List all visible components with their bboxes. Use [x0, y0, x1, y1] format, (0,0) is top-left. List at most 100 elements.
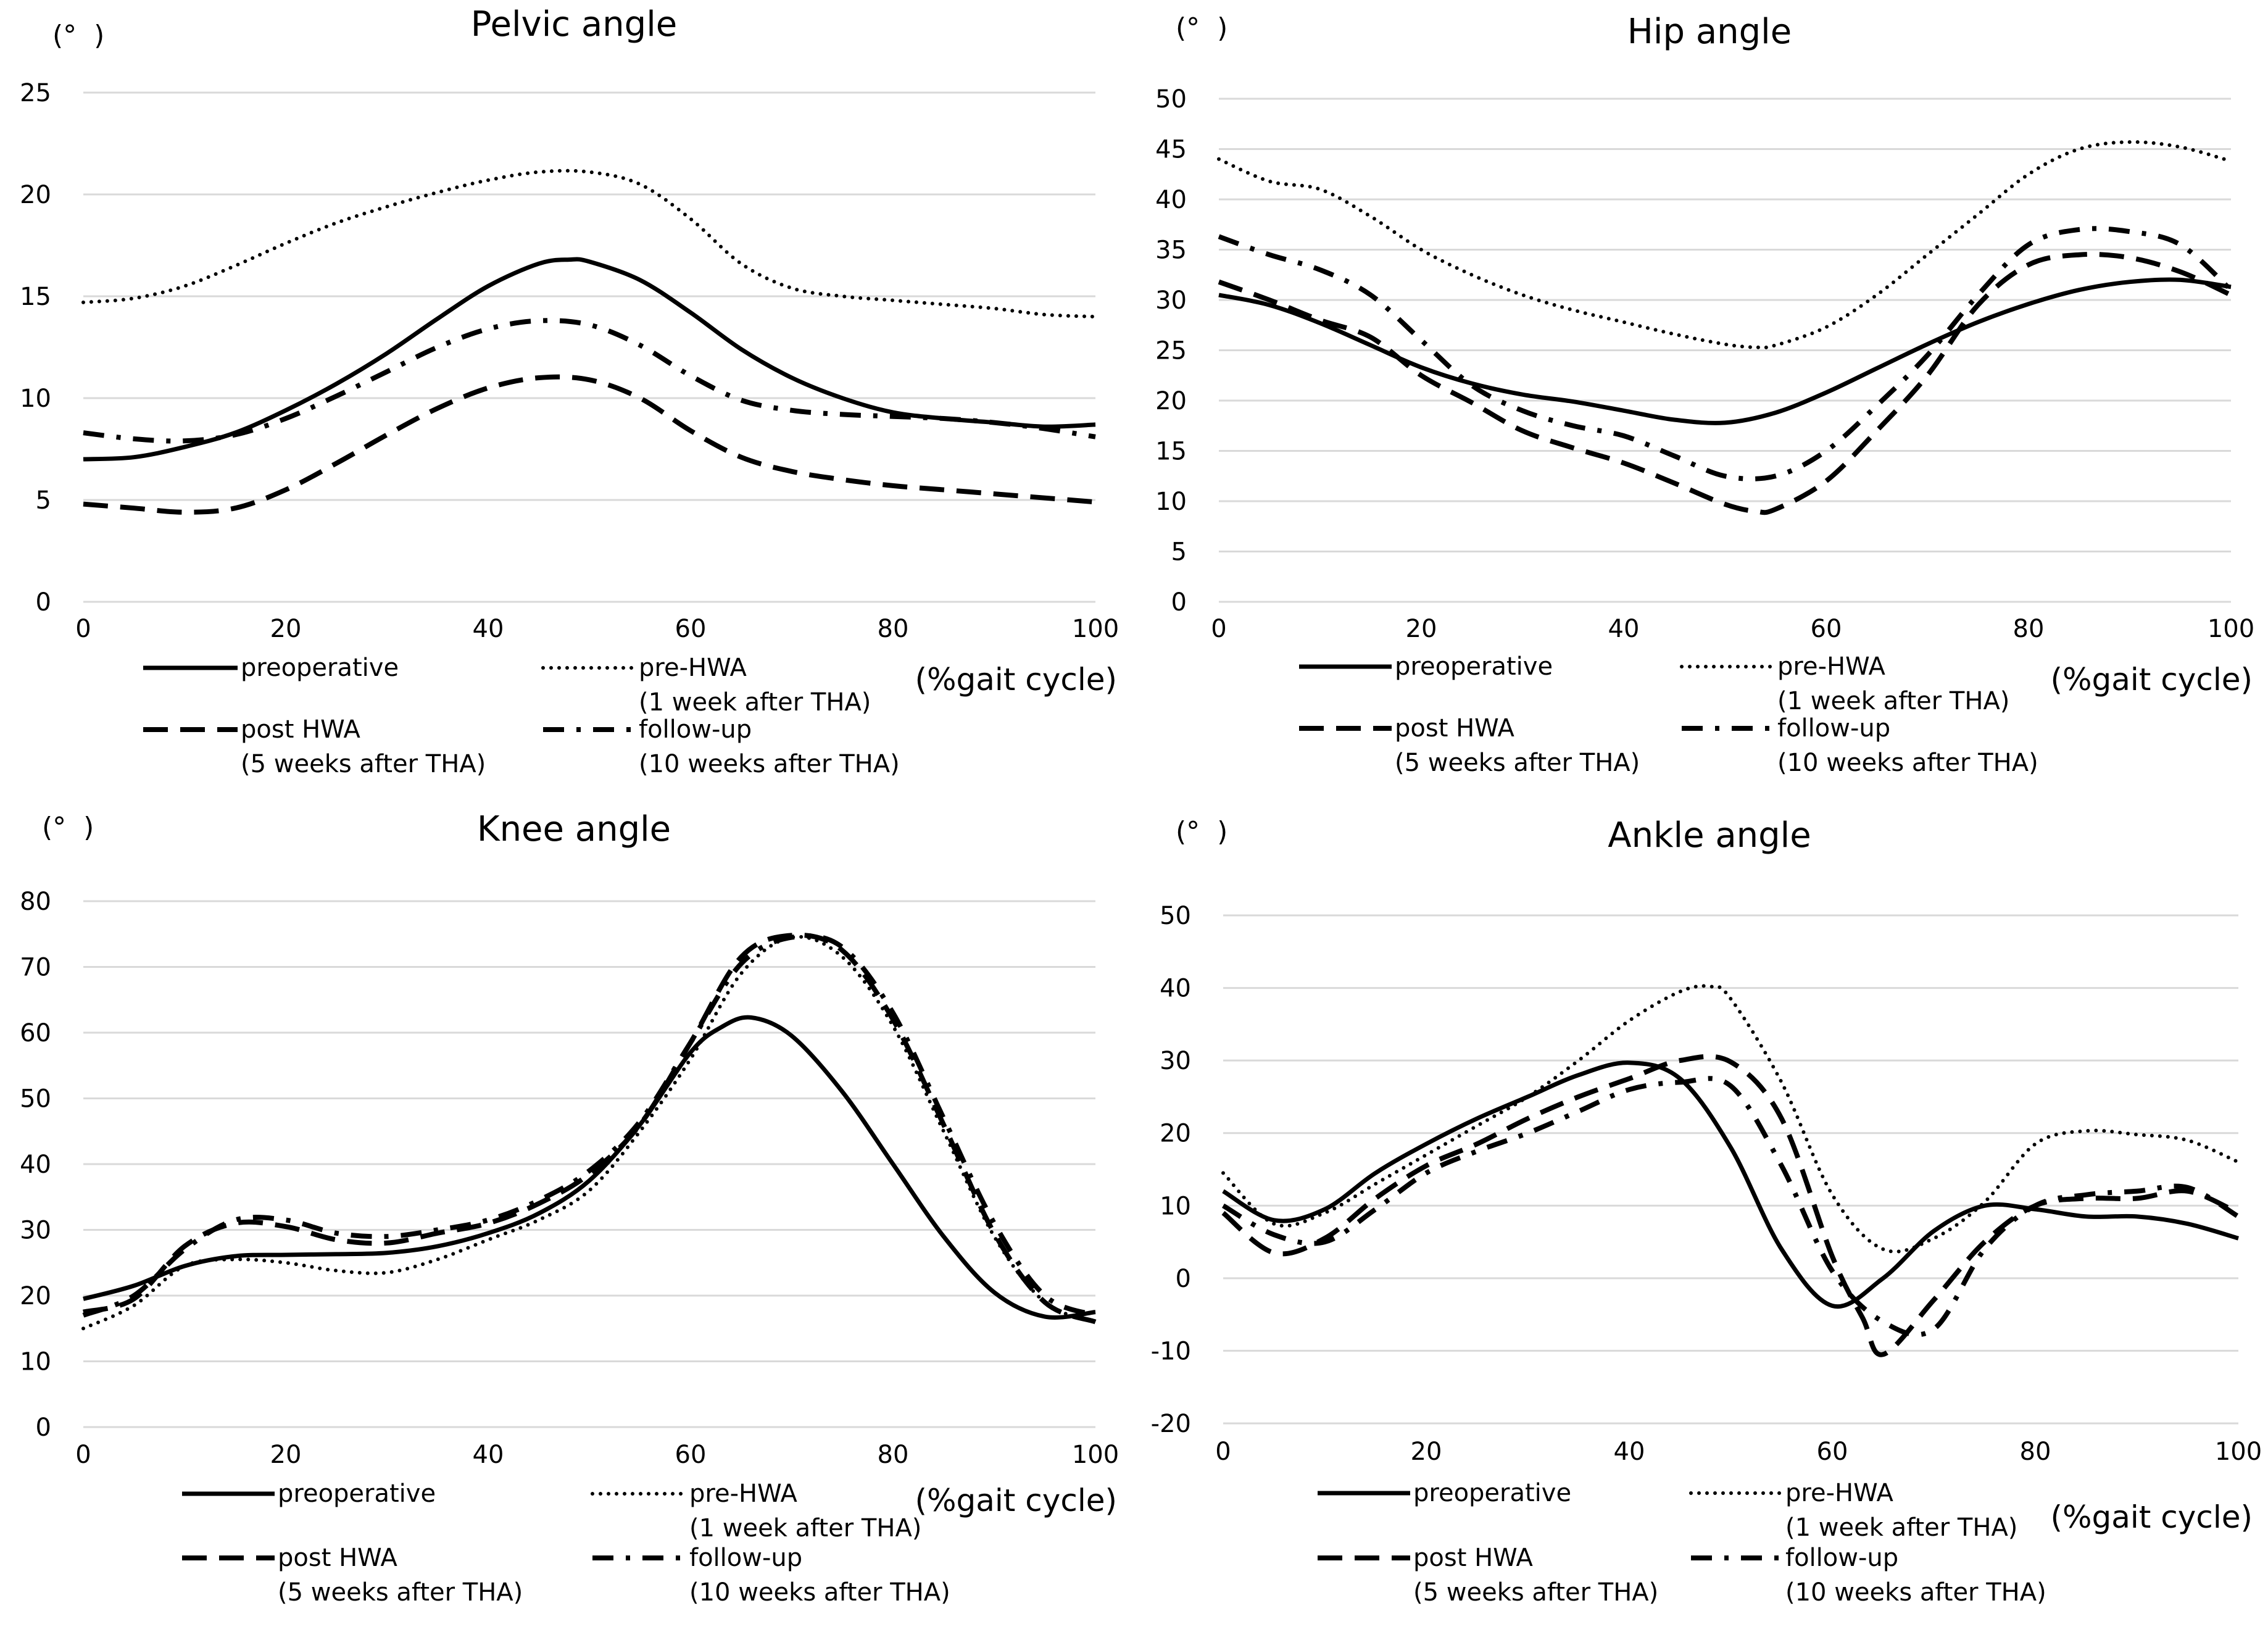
- legend-sublabel: (1 week after THA): [689, 1514, 921, 1542]
- y-axis-unit: (° ): [1176, 12, 1227, 44]
- series-line-solid: [1222, 1060, 2239, 1309]
- series-line-solid: [83, 257, 1096, 462]
- y-tick-label: 20: [1160, 1120, 1191, 1148]
- series-line-dashed: [83, 933, 1097, 1325]
- chart-title: Hip angle: [1627, 12, 1792, 52]
- series-line-dotted: [1217, 140, 2233, 350]
- x-tick-label: 20: [1406, 615, 1437, 643]
- x-tick-label: 80: [878, 615, 909, 643]
- legend-label: preoperative: [1395, 652, 1553, 681]
- y-tick-label: 70: [20, 954, 51, 982]
- series-line-dotted: [81, 935, 1097, 1331]
- legend: preoperative pre-HWA (1 week after THA) pos…: [1318, 1479, 2046, 1607]
- legend-label: post HWA: [278, 1544, 398, 1572]
- y-tick-label: 5: [36, 486, 51, 515]
- series-line-dashed: [1218, 251, 2232, 515]
- y-tick-label: 15: [20, 283, 51, 311]
- y-tick-label: -20: [1151, 1410, 1191, 1438]
- legend-label: post HWA: [1395, 714, 1515, 743]
- chart-panel-2: Knee angle (° ) 0 10 20 30 40 50 60 70 80 0 20 40 60 80…: [20, 809, 1119, 1607]
- x-tick-label: 0: [1211, 615, 1226, 643]
- x-tick-label: 100: [2215, 1438, 2262, 1466]
- x-tick-label: 40: [1608, 615, 1640, 643]
- y-tick-label: 20: [20, 1282, 51, 1310]
- x-tick-label: 0: [1215, 1438, 1231, 1466]
- x-tick-label: 100: [2208, 615, 2254, 643]
- chart-panel-1: Hip angle (° ) 0 5 10 15 20 25 30 35 40 45 50 0 20 40 60…: [1155, 12, 2254, 777]
- y-tick-label: 50: [1155, 85, 1187, 114]
- x-tick-label: 100: [1072, 615, 1119, 643]
- legend-label: pre-HWA: [1785, 1479, 1893, 1507]
- y-axis-unit: (° ): [1176, 816, 1227, 847]
- legend-sublabel: (1 week after THA): [639, 688, 871, 717]
- y-tick-label: 10: [1155, 488, 1187, 516]
- chart-panel-0: Pelvic angle (° ) 0 5 10 15 20 25 0 20 40 60 80 100 (%…: [20, 4, 1119, 778]
- x-tick-label: 40: [473, 1441, 504, 1469]
- series-line-solid: [1218, 277, 2232, 425]
- y-tick-label: 5: [1171, 538, 1187, 567]
- legend-label: post HWA: [1413, 1544, 1534, 1572]
- series-line-dashdot: [1221, 1076, 2240, 1338]
- legend-sublabel: (10 weeks after THA): [1785, 1578, 2046, 1607]
- chart-title: Pelvic angle: [471, 4, 677, 44]
- y-tick-label: 50: [1160, 902, 1191, 930]
- legend-label: preoperative: [278, 1480, 436, 1508]
- y-tick-label: 25: [1155, 337, 1187, 365]
- series-line-dotted: [81, 169, 1097, 318]
- y-tick-label: 0: [1171, 588, 1187, 617]
- y-tick-label: 35: [1155, 236, 1187, 265]
- legend: preoperative pre-HWA (1 week after THA) pos…: [182, 1480, 950, 1607]
- y-tick-label: 0: [1176, 1265, 1191, 1293]
- x-tick-label: 60: [1811, 615, 1842, 643]
- y-tick-label: 15: [1155, 438, 1187, 466]
- y-tick-label: 30: [20, 1217, 51, 1245]
- x-axis-unit: (%gait cycle): [915, 1483, 1117, 1518]
- chart-title: Ankle angle: [1608, 815, 1811, 856]
- y-tick-label: 40: [1160, 975, 1191, 1003]
- y-tick-label: 0: [36, 1413, 51, 1442]
- series-line-dashdot: [83, 318, 1096, 444]
- legend-label: follow-up: [1785, 1544, 1898, 1572]
- x-axis-unit: (%gait cycle): [2050, 1499, 2253, 1535]
- y-axis-unit: (° ): [42, 812, 94, 843]
- x-tick-label: 100: [1072, 1441, 1119, 1469]
- x-tick-label: 80: [878, 1441, 909, 1469]
- legend-label: preoperative: [241, 654, 399, 682]
- y-tick-label: 80: [20, 888, 51, 916]
- legend-label: post HWA: [241, 715, 361, 744]
- legend-sublabel: (5 weeks after THA): [241, 750, 486, 778]
- series-line-dashdot: [82, 933, 1097, 1318]
- legend-sublabel: (10 weeks after THA): [689, 1578, 950, 1607]
- y-tick-label: 20: [1155, 387, 1187, 415]
- series-line-dashdot: [1218, 226, 2233, 481]
- y-tick-label: 30: [1155, 286, 1187, 315]
- legend-sublabel: (10 weeks after THA): [639, 750, 900, 778]
- legend-sublabel: (1 week after THA): [1777, 687, 2009, 715]
- chart-panel-3: Ankle angle (° ) -20 -10 0 10 20 30 40 50 0 20 40 60 8…: [1151, 815, 2262, 1607]
- x-tick-label: 0: [75, 1441, 91, 1469]
- series-line-dashed: [83, 374, 1096, 515]
- x-tick-label: 40: [1614, 1438, 1645, 1466]
- y-tick-label: 20: [20, 181, 51, 209]
- y-tick-label: 10: [1160, 1192, 1191, 1220]
- x-axis-unit: (%gait cycle): [915, 662, 1117, 697]
- x-axis-unit: (%gait cycle): [2050, 662, 2253, 697]
- y-tick-label: 50: [20, 1085, 51, 1114]
- legend-sublabel: (5 weeks after THA): [278, 1578, 523, 1607]
- y-tick-label: 40: [1155, 186, 1187, 214]
- legend-label: preoperative: [1413, 1479, 1571, 1507]
- y-tick-label: 10: [20, 385, 51, 413]
- x-tick-label: 40: [473, 615, 504, 643]
- x-tick-label: 80: [2013, 615, 2045, 643]
- x-tick-label: 0: [75, 615, 91, 643]
- chart-title: Knee angle: [477, 809, 671, 849]
- legend-sublabel: (5 weeks after THA): [1395, 749, 1640, 777]
- y-tick-label: 30: [1160, 1047, 1191, 1075]
- x-tick-label: 60: [675, 1441, 707, 1469]
- legend-label: follow-up: [689, 1544, 802, 1572]
- series-line-solid: [83, 1015, 1096, 1320]
- y-tick-label: 60: [20, 1019, 51, 1047]
- x-tick-label: 20: [1411, 1438, 1442, 1466]
- x-tick-label: 20: [270, 615, 302, 643]
- legend-sublabel: (10 weeks after THA): [1777, 749, 2038, 777]
